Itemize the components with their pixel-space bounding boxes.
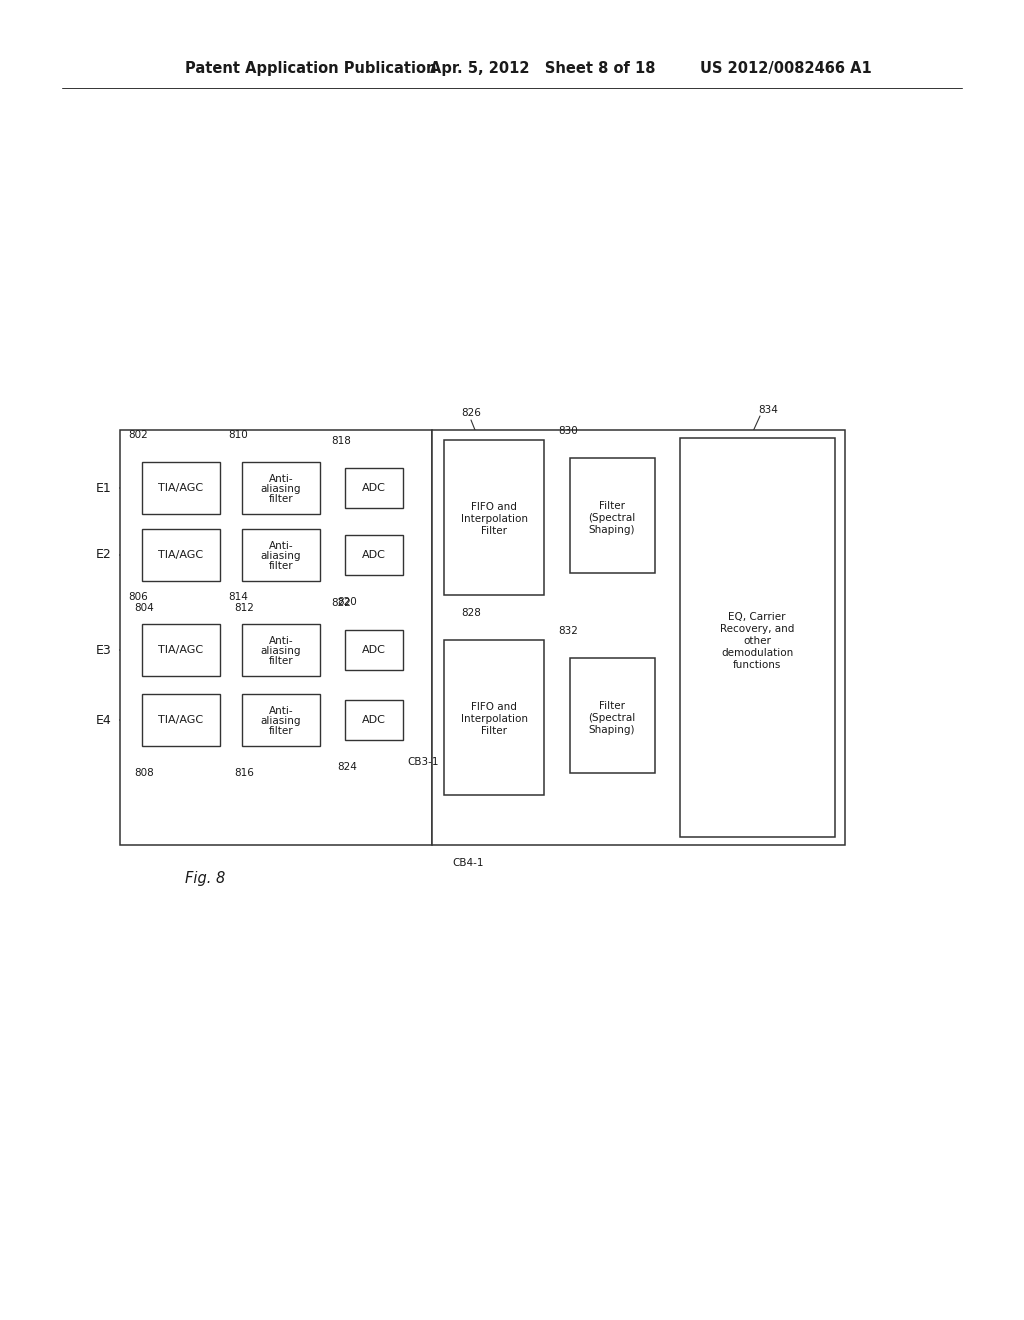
Text: Apr. 5, 2012   Sheet 8 of 18: Apr. 5, 2012 Sheet 8 of 18 <box>430 61 655 75</box>
Text: Anti-: Anti- <box>268 706 293 715</box>
Bar <box>570 458 655 573</box>
Text: (Spectral: (Spectral <box>589 713 636 723</box>
Text: filter: filter <box>268 561 293 572</box>
Text: Filter: Filter <box>599 502 625 511</box>
Text: 828: 828 <box>461 609 481 618</box>
Text: 804: 804 <box>134 603 154 612</box>
Text: Filter: Filter <box>481 525 507 536</box>
Text: 808: 808 <box>134 768 154 777</box>
Text: 832: 832 <box>558 626 578 636</box>
Text: (Spectral: (Spectral <box>589 513 636 523</box>
Text: 830: 830 <box>558 426 578 436</box>
Bar <box>444 640 544 795</box>
Text: FIFO and: FIFO and <box>471 702 517 711</box>
Text: Recovery, and: Recovery, and <box>720 624 795 634</box>
Text: ADC: ADC <box>362 715 386 725</box>
Text: 812: 812 <box>234 603 254 612</box>
Bar <box>142 462 220 513</box>
Text: filter: filter <box>268 726 293 737</box>
Bar <box>142 529 220 581</box>
Bar <box>120 430 432 845</box>
Text: functions: functions <box>733 660 781 671</box>
Text: Filter: Filter <box>481 726 507 737</box>
Text: Patent Application Publication: Patent Application Publication <box>185 61 436 75</box>
Text: E1: E1 <box>96 482 112 495</box>
Text: ADC: ADC <box>362 550 386 560</box>
Text: 806: 806 <box>128 591 147 602</box>
Text: ADC: ADC <box>362 483 386 492</box>
Text: ADC: ADC <box>362 645 386 655</box>
Bar <box>142 694 220 746</box>
Bar <box>242 462 319 513</box>
Text: 824: 824 <box>337 762 357 772</box>
Text: Shaping): Shaping) <box>589 525 635 535</box>
Text: 802: 802 <box>128 430 147 440</box>
Text: 822: 822 <box>331 598 351 609</box>
Text: aliasing: aliasing <box>261 715 301 726</box>
Text: CB4-1: CB4-1 <box>452 858 483 869</box>
Text: E3: E3 <box>96 644 112 656</box>
Text: demodulation: demodulation <box>721 648 794 657</box>
Text: 814: 814 <box>228 591 248 602</box>
Text: FIFO and: FIFO and <box>471 502 517 512</box>
Bar <box>570 657 655 774</box>
Text: 834: 834 <box>758 405 778 414</box>
Text: Anti-: Anti- <box>268 541 293 550</box>
Bar <box>444 440 544 595</box>
Bar <box>345 700 403 741</box>
Text: Interpolation: Interpolation <box>461 714 527 723</box>
Text: filter: filter <box>268 494 293 504</box>
Text: Filter: Filter <box>599 701 625 711</box>
Text: Anti-: Anti- <box>268 636 293 645</box>
Bar <box>242 529 319 581</box>
Text: E4: E4 <box>96 714 112 726</box>
Text: Interpolation: Interpolation <box>461 513 527 524</box>
Text: TIA/AGC: TIA/AGC <box>159 550 204 560</box>
Text: other: other <box>743 636 771 645</box>
Text: EQ, Carrier: EQ, Carrier <box>728 612 785 622</box>
Bar <box>345 630 403 671</box>
Text: 820: 820 <box>337 597 357 607</box>
Text: aliasing: aliasing <box>261 645 301 656</box>
Bar <box>680 438 835 837</box>
Text: aliasing: aliasing <box>261 484 301 494</box>
Text: TIA/AGC: TIA/AGC <box>159 715 204 725</box>
Text: Anti-: Anti- <box>268 474 293 484</box>
Bar <box>142 624 220 676</box>
Text: TIA/AGC: TIA/AGC <box>159 645 204 655</box>
Bar <box>345 469 403 508</box>
Text: 810: 810 <box>228 430 248 440</box>
Text: aliasing: aliasing <box>261 550 301 561</box>
Text: 816: 816 <box>234 768 254 777</box>
Text: TIA/AGC: TIA/AGC <box>159 483 204 492</box>
Bar <box>432 430 845 845</box>
Text: 826: 826 <box>461 408 481 418</box>
Text: 818: 818 <box>331 436 351 446</box>
Text: Fig. 8: Fig. 8 <box>185 870 225 886</box>
Bar <box>345 535 403 576</box>
Text: Shaping): Shaping) <box>589 725 635 735</box>
Text: CB3-1: CB3-1 <box>407 756 438 767</box>
Bar <box>242 624 319 676</box>
Text: E2: E2 <box>96 549 112 561</box>
Bar <box>242 694 319 746</box>
Text: US 2012/0082466 A1: US 2012/0082466 A1 <box>700 61 871 75</box>
Text: filter: filter <box>268 656 293 667</box>
